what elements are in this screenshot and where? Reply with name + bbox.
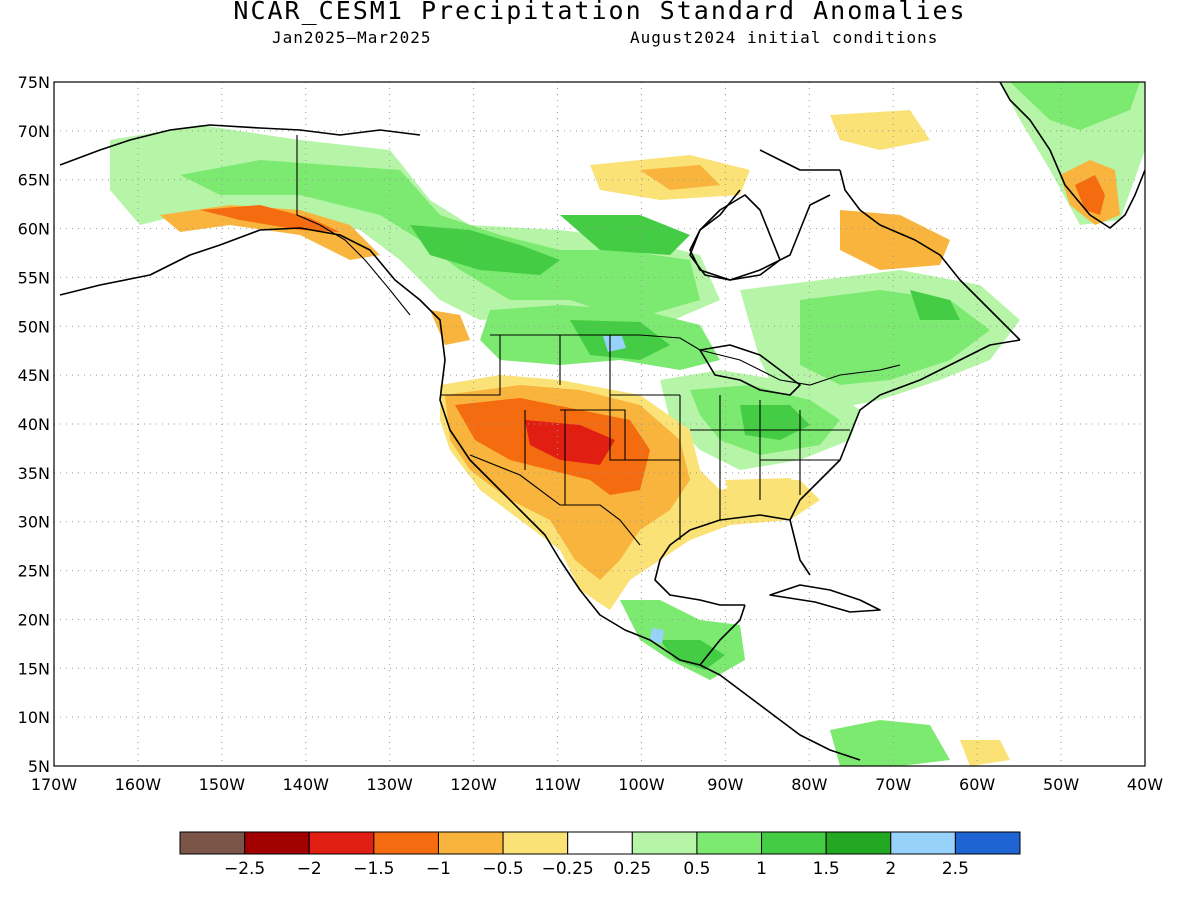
great-lakes xyxy=(699,344,801,396)
longitude-tick-label: 110W xyxy=(534,775,581,794)
latitude-tick-label: 50N xyxy=(18,317,50,336)
ohio-valley-green-core xyxy=(740,405,810,440)
us-mexico-border xyxy=(469,454,641,546)
bc-coast-dry xyxy=(430,310,470,345)
us-canada-border xyxy=(490,334,901,386)
hudson-bay-coastline xyxy=(689,194,781,281)
latitude-labels: 75N 70N 65N 60N 55N 50N 45N 40N 35N 30N 25N 20N 15N 1… xyxy=(18,73,50,776)
latitude-tick-label: 55N xyxy=(18,268,50,287)
colorbar-swatch xyxy=(567,831,633,855)
colorbar xyxy=(179,831,1021,855)
colorbar-tick-label: −0.5 xyxy=(482,859,523,879)
canada-green-core xyxy=(410,225,560,275)
colorbar-tick-label: −2 xyxy=(297,859,322,879)
greenland-green xyxy=(1010,82,1140,130)
labrador-green-core xyxy=(910,290,960,320)
colorbar-tick-label: −1 xyxy=(426,859,451,879)
colorbar-swatch xyxy=(179,831,246,855)
longitude-tick-label: 80W xyxy=(791,775,827,794)
latitude-tick-label: 10N xyxy=(18,708,50,727)
longitude-tick-label: 170W xyxy=(31,775,78,794)
longitude-tick-label: 90W xyxy=(707,775,743,794)
alaska-border xyxy=(296,135,411,316)
southeast-light-dry xyxy=(725,478,815,515)
colorbar-tick-label: −1.5 xyxy=(353,859,394,879)
longitude-tick-label: 130W xyxy=(367,775,414,794)
north-dakota-wet-spot xyxy=(603,336,626,352)
borders xyxy=(296,135,901,546)
greenland-dry-core xyxy=(1075,175,1105,215)
season-label: Jan2025–Mar2025 xyxy=(272,28,432,47)
hudson-west-green xyxy=(560,215,690,255)
quebec-dry xyxy=(840,210,950,270)
cuba-coastline xyxy=(769,584,881,613)
latitude-tick-label: 5N xyxy=(28,757,50,776)
colorbar-swatch xyxy=(954,831,1021,855)
colorbar-swatch xyxy=(696,831,763,855)
longitude-tick-label: 150W xyxy=(199,775,246,794)
colorbar-swatch xyxy=(761,831,827,855)
colorbar-tick-label: 0.25 xyxy=(613,859,651,879)
latitude-tick-label: 25N xyxy=(18,562,50,581)
longitude-tick-label: 70W xyxy=(875,775,911,794)
latitude-tick-label: 45N xyxy=(18,366,50,385)
baffin-dry xyxy=(830,110,930,150)
colorbar-swatch xyxy=(244,831,310,855)
longitude-tick-label: 50W xyxy=(1043,775,1079,794)
map-frame xyxy=(53,81,1146,767)
nunavut-dry-core xyxy=(640,165,720,190)
longitude-tick-label: 60W xyxy=(959,775,995,794)
colorbar-labels: −2.5 −2 −1.5 −1 −0.5 −0.25 0.25 0.5 1 1.5 2 2.5 xyxy=(224,859,969,879)
colorbar-tick-label: 1.5 xyxy=(813,859,840,879)
colorbar-tick-label: 1 xyxy=(756,859,767,879)
initial-conditions-label: August2024 initial conditions xyxy=(630,28,939,47)
latitude-tick-label: 35N xyxy=(18,464,50,483)
colorbar-swatch xyxy=(437,831,504,855)
colorbar-tick-label: 2 xyxy=(885,859,896,879)
central-america-wet-spot xyxy=(650,628,664,644)
colorbar-tick-label: 2.5 xyxy=(942,859,969,879)
central-america-green-core xyxy=(660,640,725,670)
latitude-tick-label: 65N xyxy=(18,171,50,190)
longitude-tick-label: 40W xyxy=(1127,775,1163,794)
longitude-tick-label: 120W xyxy=(450,775,497,794)
colorbar-swatch xyxy=(502,831,569,855)
latitude-tick-label: 75N xyxy=(18,73,50,92)
longitude-tick-label: 160W xyxy=(115,775,162,794)
latitude-tick-label: 60N xyxy=(18,220,50,239)
south-america-green xyxy=(830,720,950,766)
colorbar-swatch xyxy=(890,831,956,855)
latitude-tick-label: 70N xyxy=(18,122,50,141)
colorbar-swatch xyxy=(631,831,698,855)
latitude-tick-label: 30N xyxy=(18,513,50,532)
latitude-tick-label: 20N xyxy=(18,610,50,629)
colorbar-tick-label: 0.5 xyxy=(683,859,710,879)
longitude-tick-label: 100W xyxy=(618,775,665,794)
colorbar-swatch xyxy=(373,831,439,855)
state-lines xyxy=(440,335,850,540)
colorbar-swatch xyxy=(825,831,892,855)
latitude-tick-label: 40N xyxy=(18,415,50,434)
alaska-dry xyxy=(160,205,380,260)
colorbar-tick-label: −0.25 xyxy=(542,859,594,879)
map-title: NCAR_CESM1 Precipitation Standard Anomal… xyxy=(233,0,967,25)
latitude-tick-label: 15N xyxy=(18,659,50,678)
colorbar-tick-label: −2.5 xyxy=(224,859,265,879)
coastlines xyxy=(59,82,1145,761)
longitude-labels: 170W 160W 150W 140W 130W 120W 110W 100W 90W 80W 70… xyxy=(31,775,1163,794)
alaska-dry-core xyxy=(200,205,340,232)
south-america-dry xyxy=(960,740,1010,766)
longitude-tick-label: 140W xyxy=(283,775,330,794)
colorbar-swatch xyxy=(308,831,375,855)
greenland-coastline xyxy=(999,82,1145,229)
graticule xyxy=(54,82,1145,766)
four-corners-dry-max xyxy=(525,420,615,465)
